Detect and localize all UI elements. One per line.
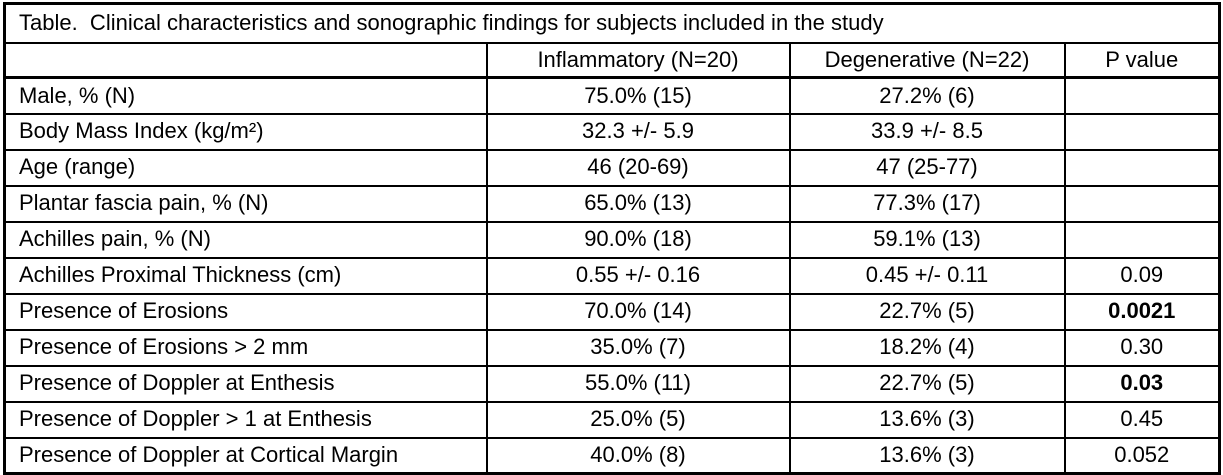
inflammatory-value: 46 (20-69)	[485, 148, 791, 187]
inflammatory-value: 75.0% (15)	[485, 76, 791, 115]
row-label: Achilles Proximal Thickness (cm)	[3, 256, 488, 295]
table-title: Table. Clinical characteristics and sono…	[3, 2, 1221, 44]
row-label: Presence of Erosions > 2 mm	[3, 328, 488, 367]
inflammatory-value: 25.0% (5)	[485, 400, 791, 439]
header-degenerative-cell: Degenerative (N=22)	[788, 41, 1066, 79]
inflammatory-value: 70.0% (14)	[485, 292, 791, 331]
inflammatory-value: 35.0% (7)	[485, 328, 791, 367]
p-value	[1063, 184, 1221, 223]
degenerative-value: 0.45 +/- 0.11	[788, 256, 1066, 295]
inflammatory-value: 55.0% (11)	[485, 364, 791, 403]
inflammatory-value: 32.3 +/- 5.9	[485, 112, 791, 151]
table-row: Presence of Erosions 70.0% (14) 22.7% (5…	[3, 292, 1221, 331]
degenerative-value: 22.7% (5)	[788, 292, 1066, 331]
degenerative-value: 18.2% (4)	[788, 328, 1066, 367]
row-label: Presence of Doppler at Cortical Margin	[3, 436, 488, 475]
table-row: Male, % (N) 75.0% (15) 27.2% (6)	[3, 76, 1221, 115]
inflammatory-value: 90.0% (18)	[485, 220, 791, 259]
row-label: Body Mass Index (kg/m²)	[3, 112, 488, 151]
table-row: Body Mass Index (kg/m²) 32.3 +/- 5.9 33.…	[3, 112, 1221, 151]
table-title-row: Table. Clinical characteristics and sono…	[3, 2, 1221, 44]
p-value: 0.0021	[1063, 292, 1221, 331]
p-value: 0.45	[1063, 400, 1221, 439]
row-label: Plantar fascia pain, % (N)	[3, 184, 488, 223]
degenerative-value: 13.6% (3)	[788, 436, 1066, 475]
row-label: Presence of Doppler at Enthesis	[3, 364, 488, 403]
degenerative-value: 27.2% (6)	[788, 76, 1066, 115]
p-value: 0.09	[1063, 256, 1221, 295]
p-value	[1063, 76, 1221, 115]
table-row: Presence of Doppler at Cortical Margin 4…	[3, 436, 1221, 475]
p-value	[1063, 220, 1221, 259]
degenerative-value: 22.7% (5)	[788, 364, 1066, 403]
degenerative-value: 77.3% (17)	[788, 184, 1066, 223]
table-row: Age (range) 46 (20-69) 47 (25-77)	[3, 148, 1221, 187]
row-label: Presence of Erosions	[3, 292, 488, 331]
table-row: Presence of Erosions > 2 mm 35.0% (7) 18…	[3, 328, 1221, 367]
table-header-row: Inflammatory (N=20) Degenerative (N=22) …	[3, 41, 1221, 79]
row-label: Presence of Doppler > 1 at Enthesis	[3, 400, 488, 439]
degenerative-value: 33.9 +/- 8.5	[788, 112, 1066, 151]
p-value	[1063, 112, 1221, 151]
p-value: 0.052	[1063, 436, 1221, 475]
degenerative-value: 59.1% (13)	[788, 220, 1066, 259]
row-label: Male, % (N)	[3, 76, 488, 115]
table-row: Presence of Doppler > 1 at Enthesis 25.0…	[3, 400, 1221, 439]
clinical-characteristics-table: Table. Clinical characteristics and sono…	[3, 2, 1222, 475]
degenerative-value: 13.6% (3)	[788, 400, 1066, 439]
table-row: Achilles Proximal Thickness (cm) 0.55 +/…	[3, 256, 1221, 295]
inflammatory-value: 40.0% (8)	[485, 436, 791, 475]
row-label: Age (range)	[3, 148, 488, 187]
table-row: Plantar fascia pain, % (N) 65.0% (13) 77…	[3, 184, 1221, 223]
p-value: 0.03	[1063, 364, 1221, 403]
p-value	[1063, 148, 1221, 187]
degenerative-value: 47 (25-77)	[788, 148, 1066, 187]
inflammatory-value: 65.0% (13)	[485, 184, 791, 223]
inflammatory-value: 0.55 +/- 0.16	[485, 256, 791, 295]
table-row: Presence of Doppler at Enthesis 55.0% (1…	[3, 364, 1221, 403]
header-inflammatory-cell: Inflammatory (N=20)	[485, 41, 791, 79]
header-pvalue-cell: P value	[1063, 41, 1221, 79]
header-label-cell	[3, 41, 488, 79]
p-value: 0.30	[1063, 328, 1221, 367]
table-row: Achilles pain, % (N) 90.0% (18) 59.1% (1…	[3, 220, 1221, 259]
row-label: Achilles pain, % (N)	[3, 220, 488, 259]
